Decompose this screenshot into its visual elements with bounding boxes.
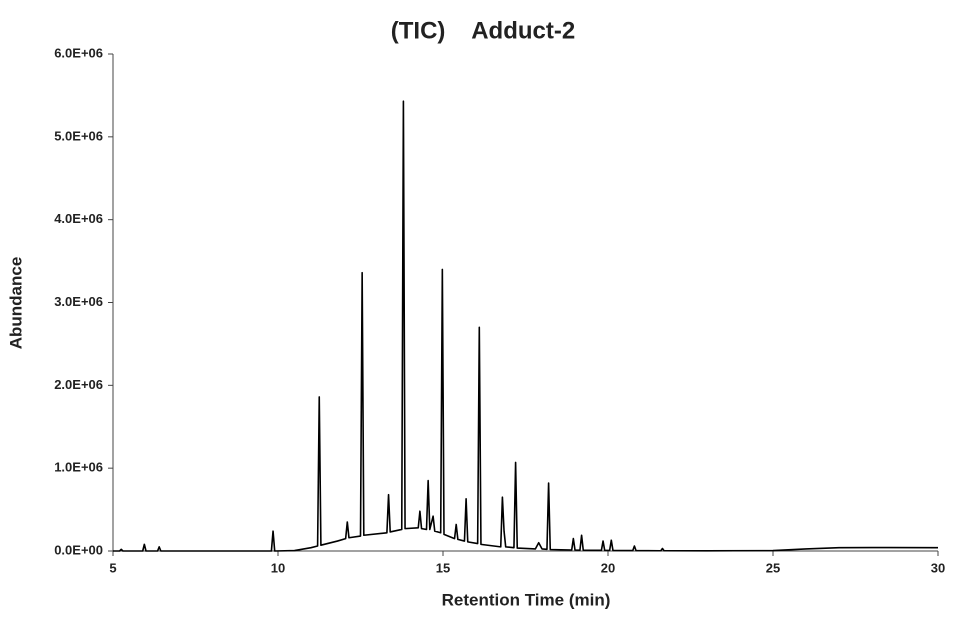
y-tick-label: 5.0E+06: [54, 128, 103, 143]
tic-trace: [113, 100, 939, 552]
x-tick-label: 5: [109, 560, 116, 575]
y-tick-label: 6.0E+06: [54, 45, 103, 60]
y-tick-label: 0.0E+00: [54, 542, 103, 557]
x-tick-label: 20: [601, 560, 615, 575]
y-axis-title: Abundance: [6, 257, 25, 350]
x-tick-label: 10: [271, 560, 285, 575]
y-tick-label: 4.0E+06: [54, 211, 103, 226]
x-tick-label: 15: [436, 560, 450, 575]
y-tick-label: 3.0E+06: [54, 294, 103, 309]
x-tick-label: 30: [931, 560, 945, 575]
y-tick-label: 1.0E+06: [54, 460, 103, 475]
y-tick-label: 2.0E+06: [54, 377, 103, 392]
x-tick-label: 25: [766, 560, 780, 575]
x-axis-title: Retention Time (min): [442, 590, 611, 609]
chart-title: (TIC) Adduct-2: [391, 17, 575, 44]
